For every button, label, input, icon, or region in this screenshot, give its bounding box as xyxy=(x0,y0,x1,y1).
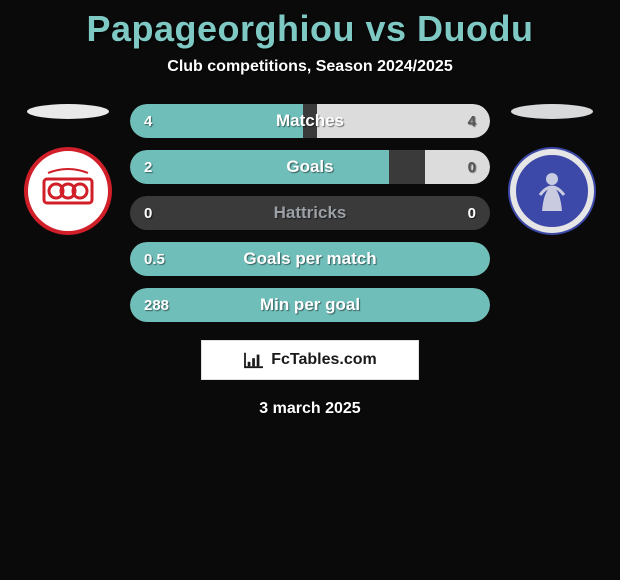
chart-icon xyxy=(243,351,265,369)
left-player-column xyxy=(18,104,118,235)
stat-label: Matches xyxy=(130,111,490,131)
stat-row: 0.5Goals per match xyxy=(130,242,490,276)
page-title: Papageorghiou vs Duodu xyxy=(0,8,620,50)
crest-right-icon xyxy=(526,165,578,217)
stat-value-right: 0 xyxy=(468,159,476,176)
stat-row: 2Goals0 xyxy=(130,150,490,184)
page-subtitle: Club competitions, Season 2024/2025 xyxy=(0,58,620,76)
date-text: 3 march 2025 xyxy=(0,400,620,418)
crest-left-icon xyxy=(38,161,98,221)
stat-value-right: 0 xyxy=(468,205,476,222)
player-shadow xyxy=(511,104,593,119)
comparison-panel: 4Matches42Goals00Hattricks00.5Goals per … xyxy=(0,104,620,322)
stat-label: Min per goal xyxy=(130,295,490,315)
player-shadow xyxy=(27,104,109,119)
stat-row: 0Hattricks0 xyxy=(130,196,490,230)
stat-label: Goals xyxy=(130,157,490,177)
stats-column: 4Matches42Goals00Hattricks00.5Goals per … xyxy=(130,104,490,322)
stat-row: 4Matches4 xyxy=(130,104,490,138)
brand-badge[interactable]: FcTables.com xyxy=(201,340,419,380)
stat-value-right: 4 xyxy=(468,113,476,130)
right-player-column xyxy=(502,104,602,235)
stat-label: Goals per match xyxy=(130,249,490,269)
right-club-crest xyxy=(508,147,596,235)
stat-label: Hattricks xyxy=(130,203,490,223)
stat-row: 288Min per goal xyxy=(130,288,490,322)
brand-text: FcTables.com xyxy=(271,351,377,369)
left-club-crest xyxy=(24,147,112,235)
